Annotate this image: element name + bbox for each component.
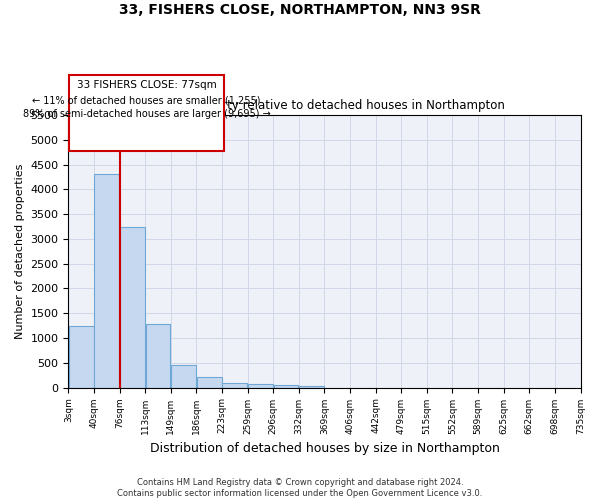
Bar: [197, 377, 221, 388]
Bar: [274, 385, 298, 388]
Bar: [120, 226, 145, 388]
Title: Size of property relative to detached houses in Northampton: Size of property relative to detached ho…: [145, 100, 505, 112]
Text: 33, FISHERS CLOSE, NORTHAMPTON, NN3 9SR: 33, FISHERS CLOSE, NORTHAMPTON, NN3 9SR: [119, 2, 481, 16]
Bar: [94, 174, 119, 388]
Bar: [299, 386, 324, 388]
X-axis label: Distribution of detached houses by size in Northampton: Distribution of detached houses by size …: [149, 442, 499, 455]
Bar: [248, 384, 273, 388]
Bar: [69, 326, 94, 388]
Bar: [171, 365, 196, 388]
Bar: [69, 76, 224, 150]
Text: 89% of semi-detached houses are larger (9,695) →: 89% of semi-detached houses are larger (…: [23, 108, 271, 118]
Text: ← 11% of detached houses are smaller (1,255): ← 11% of detached houses are smaller (1,…: [32, 95, 261, 105]
Y-axis label: Number of detached properties: Number of detached properties: [15, 164, 25, 339]
Bar: [223, 382, 247, 388]
Text: 33 FISHERS CLOSE: 77sqm: 33 FISHERS CLOSE: 77sqm: [77, 80, 217, 90]
Text: Contains HM Land Registry data © Crown copyright and database right 2024.
Contai: Contains HM Land Registry data © Crown c…: [118, 478, 482, 498]
Bar: [146, 324, 170, 388]
